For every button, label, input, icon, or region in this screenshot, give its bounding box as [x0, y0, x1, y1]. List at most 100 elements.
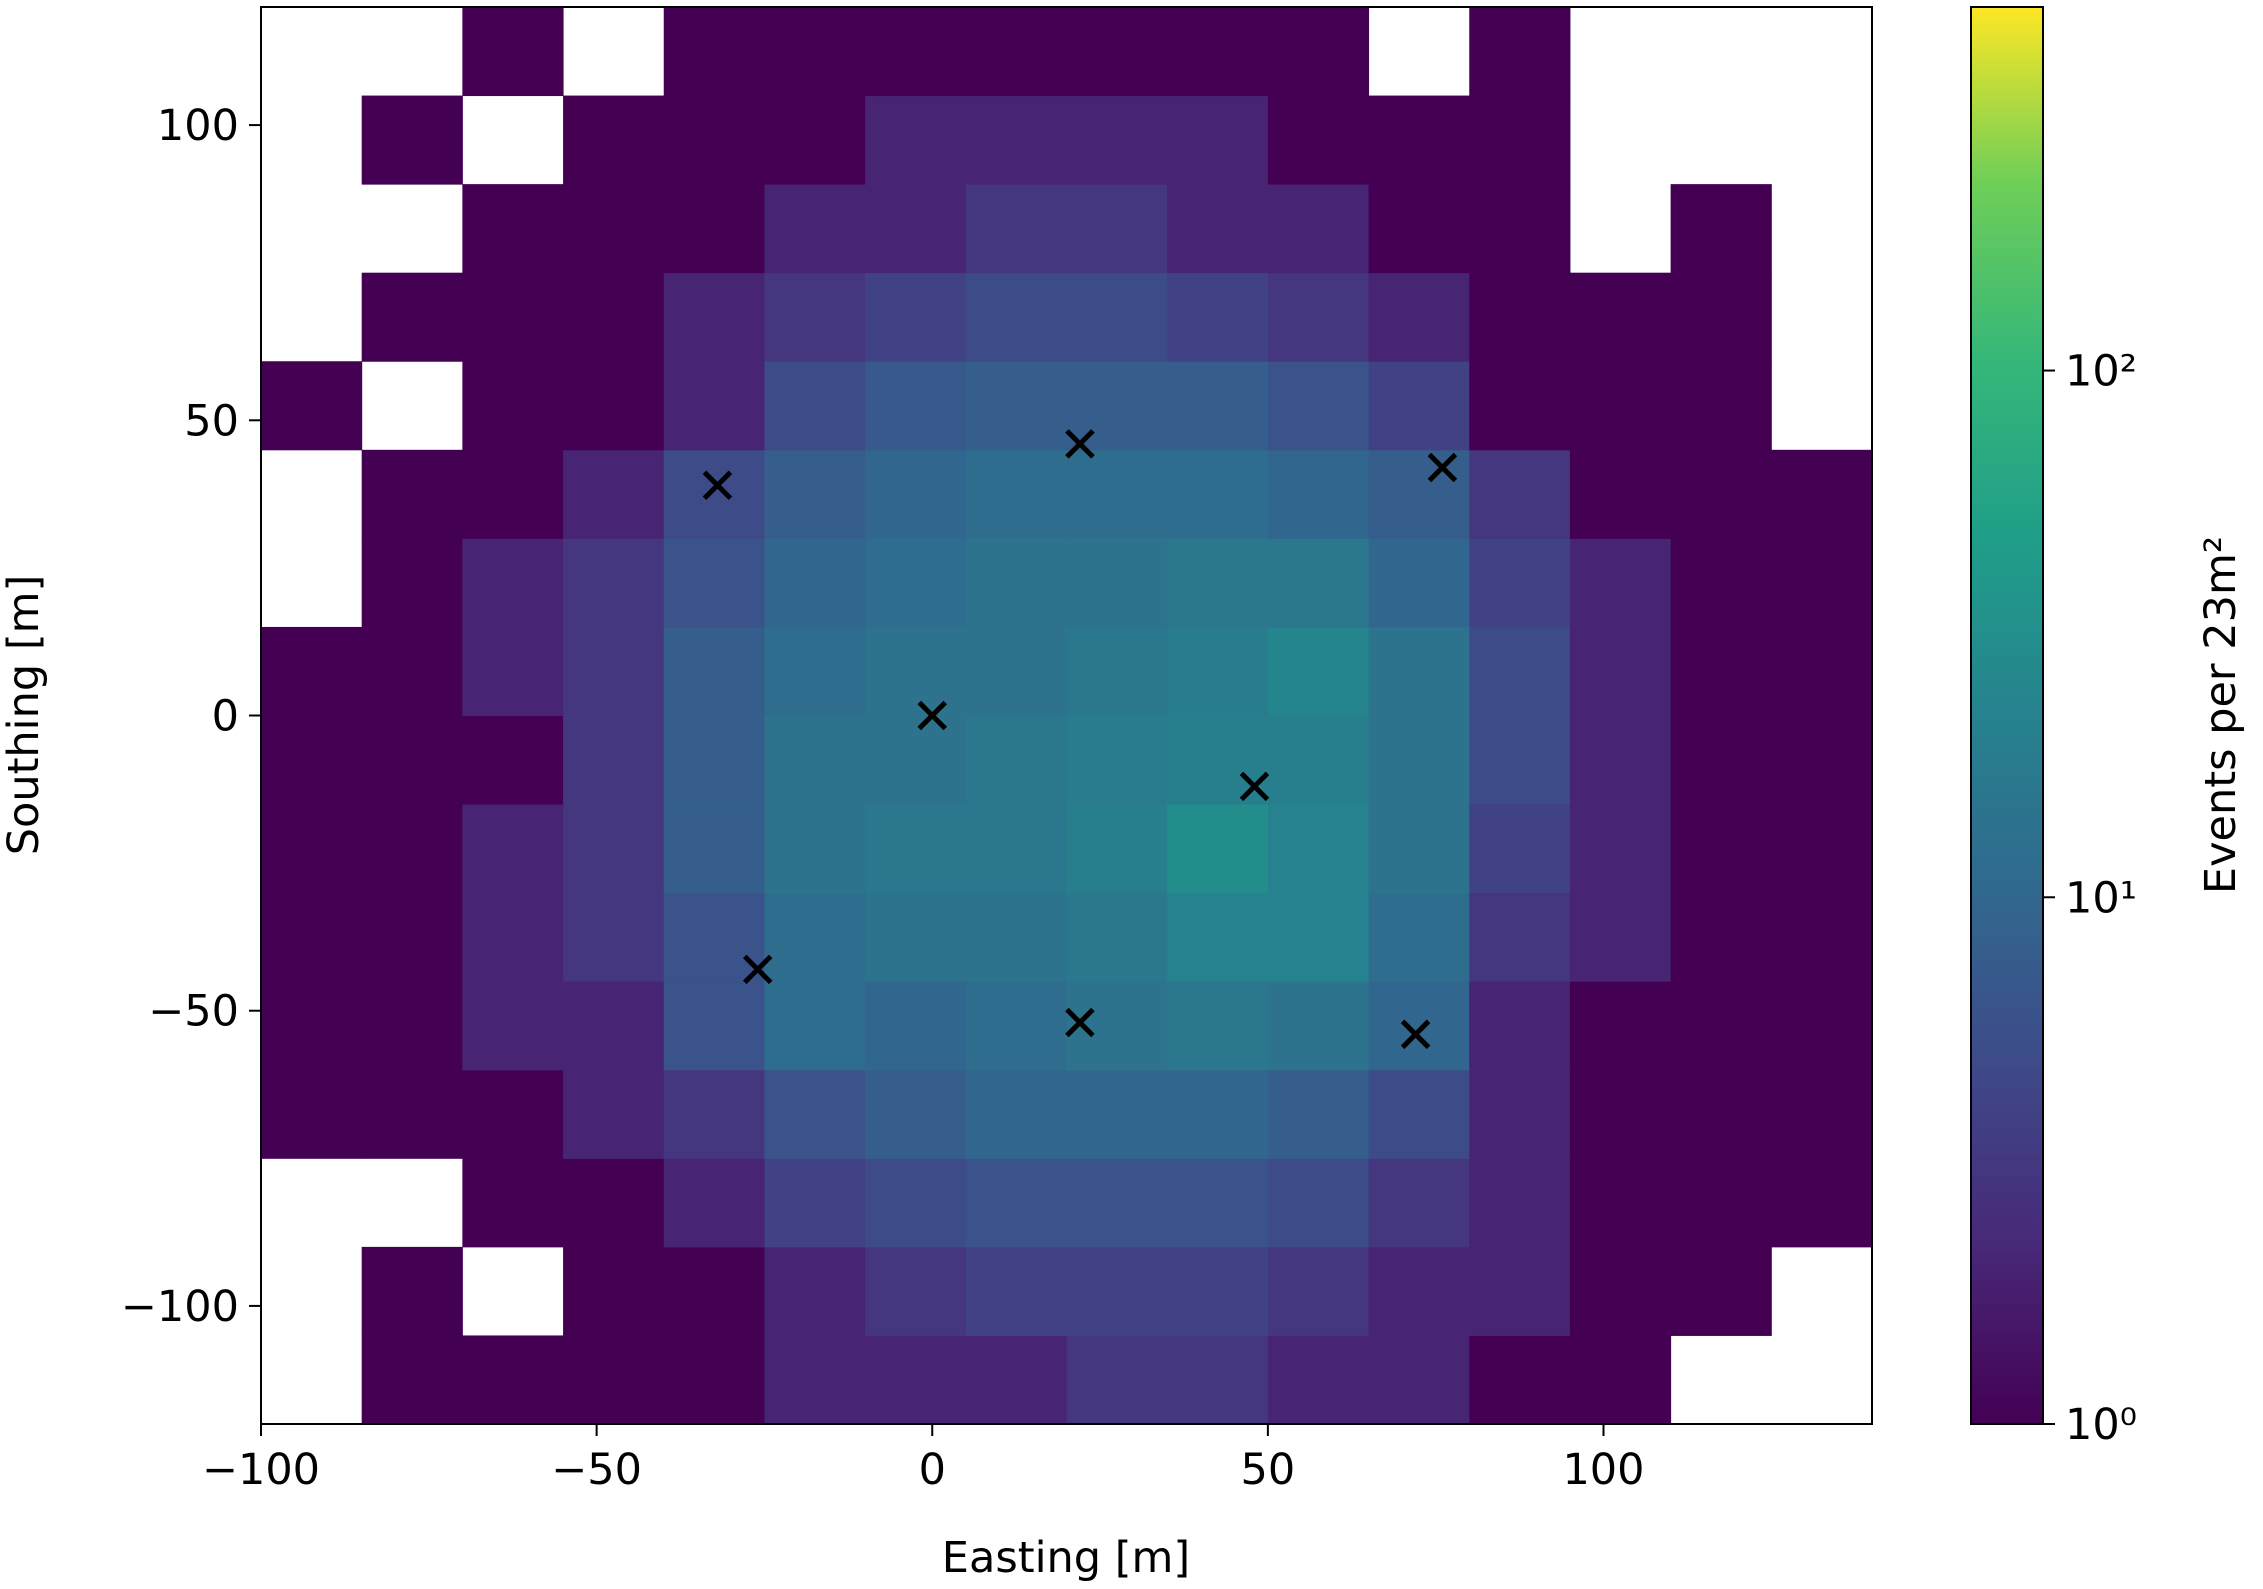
heatmap-cell	[462, 1335, 564, 1425]
heatmap-cell	[1267, 361, 1370, 451]
heatmap-cell	[965, 804, 1067, 894]
heatmap-cell	[865, 1246, 967, 1336]
heatmap-cell	[663, 184, 765, 274]
heatmap-cell	[563, 1335, 665, 1425]
colorbar-tick-label: 10⁰	[2065, 1400, 2137, 1450]
heatmap-cell	[965, 272, 1067, 362]
heatmap-cell	[563, 804, 665, 894]
heatmap-cell	[1167, 1246, 1269, 1336]
heatmap-cell	[1569, 1158, 1672, 1248]
heatmap-cell	[965, 449, 1067, 539]
heatmap-cell	[1167, 7, 1269, 97]
y-tick-label: 50	[184, 396, 239, 446]
heatmap-cell	[1167, 95, 1269, 185]
heatmap-cell	[764, 449, 866, 539]
heatmap-cell	[1167, 626, 1269, 716]
heatmap-cell	[1368, 981, 1470, 1071]
y-axis-label: Southing [m]	[0, 575, 49, 856]
heatmap-cell	[663, 804, 765, 894]
heatmap-cell	[965, 1069, 1067, 1159]
heatmap-cell	[1569, 892, 1672, 982]
heatmap-cell	[1469, 449, 1571, 539]
heatmap-cell	[361, 449, 463, 539]
heatmap-cell	[865, 715, 967, 805]
heatmap-cell	[1267, 981, 1370, 1071]
heatmap-cell	[1368, 626, 1470, 716]
station-marker	[702, 470, 733, 501]
heatmap-cell	[965, 95, 1067, 185]
heatmap-cell	[1469, 272, 1571, 362]
heatmap-cell	[261, 715, 363, 805]
heatmap-cell	[563, 1158, 665, 1248]
heatmap-cell	[1267, 1069, 1370, 1159]
heatmap-cell	[361, 804, 463, 894]
heatmap	[261, 7, 1873, 1425]
station-markers	[702, 429, 1458, 1050]
heatmap-cell	[764, 981, 866, 1071]
heatmap-cell	[764, 892, 866, 982]
heatmap-cell	[563, 538, 665, 628]
heatmap-cell	[563, 1246, 665, 1336]
heatmap-cell	[361, 1335, 463, 1425]
heatmap-cell	[1368, 95, 1470, 185]
colorbar-label: Events per 23m²	[2196, 536, 2246, 894]
heatmap-cell	[1066, 804, 1168, 894]
heatmap-cell	[1267, 184, 1370, 274]
heatmap-cell	[965, 7, 1067, 97]
heatmap-cell	[1066, 538, 1168, 628]
heatmap-cell	[1267, 7, 1370, 97]
heatmap-cell	[1267, 1335, 1370, 1425]
heatmap-cell	[1066, 1335, 1168, 1425]
heatmap-cell	[563, 361, 665, 451]
heatmap-cell	[764, 538, 866, 628]
heatmap-cell	[563, 449, 665, 539]
heatmap-cell	[1670, 626, 1772, 716]
heatmap-cell	[1569, 981, 1672, 1071]
heatmap-cell	[563, 1069, 665, 1159]
heatmap-cell	[462, 1069, 564, 1159]
heatmap-cell	[1469, 538, 1571, 628]
heatmap-cell	[462, 449, 564, 539]
heatmap-cell	[1167, 1069, 1269, 1159]
heatmap-cell	[1167, 981, 1269, 1071]
heatmap-cell	[764, 1246, 866, 1336]
heatmap-cell	[1670, 1246, 1772, 1336]
heatmap-cell	[462, 626, 564, 716]
heatmap-cell	[1066, 715, 1168, 805]
heatmap-cell	[1267, 626, 1370, 716]
colorbar-tick-label: 10²	[2065, 347, 2137, 397]
heatmap-cell	[361, 1246, 463, 1336]
heatmap-cell	[663, 1069, 765, 1159]
heatmap-cell	[865, 804, 967, 894]
heatmap-cell	[261, 804, 363, 894]
heatmap-cell	[1771, 1069, 1873, 1159]
y-tick-label: −100	[121, 1282, 239, 1332]
heatmap-cell	[261, 892, 363, 982]
heatmap-cell	[865, 626, 967, 716]
heatmap-cell	[965, 981, 1067, 1071]
heatmap-cell	[1267, 715, 1370, 805]
heatmap-cell	[663, 715, 765, 805]
heatmap-cell	[361, 626, 463, 716]
heatmap-cell	[1670, 715, 1772, 805]
heatmap-cell	[1167, 715, 1269, 805]
heatmap-cell	[1670, 804, 1772, 894]
heatmap-cell	[764, 1069, 866, 1159]
heatmap-cell	[1368, 1246, 1470, 1336]
heatmap-cell	[361, 272, 463, 362]
heatmap-cell	[1066, 1246, 1168, 1336]
heatmap-cell	[1469, 1158, 1571, 1248]
heatmap-cell	[1469, 715, 1571, 805]
colorbar	[1970, 6, 2044, 1425]
station-marker	[1400, 1019, 1431, 1050]
heatmap-cell	[1670, 184, 1772, 274]
heatmap-cell	[1469, 361, 1571, 451]
heatmap-cell	[1670, 981, 1772, 1071]
heatmap-cell	[1167, 361, 1269, 451]
y-tick-label: 0	[212, 692, 239, 742]
heatmap-cell	[663, 892, 765, 982]
heatmap-cell	[1569, 1246, 1672, 1336]
heatmap-cell	[865, 1158, 967, 1248]
heatmap-cell	[1066, 272, 1168, 362]
